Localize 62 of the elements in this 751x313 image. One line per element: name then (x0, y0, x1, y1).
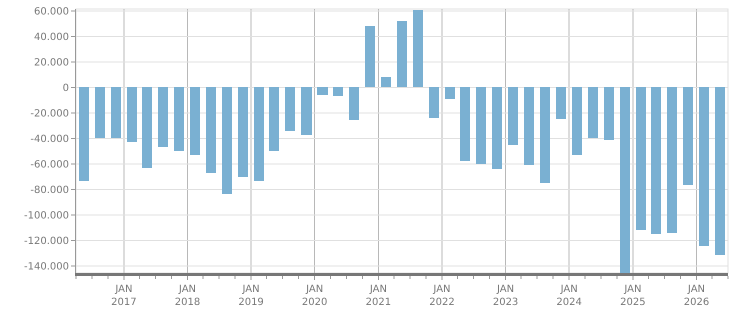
bar (365, 26, 375, 87)
x-tick-label: JAN 2017 (111, 284, 137, 308)
bar (111, 87, 121, 138)
bar (429, 87, 439, 118)
bar (492, 87, 502, 169)
bar (476, 87, 486, 164)
y-tick-label: -140.000 (24, 261, 69, 272)
bar (604, 87, 614, 140)
bar (445, 87, 455, 99)
bar (413, 10, 423, 87)
x-tick-label: JAN 2018 (174, 284, 200, 308)
bar (285, 87, 295, 131)
bar (683, 87, 693, 185)
bar (190, 87, 200, 155)
bar (222, 87, 232, 194)
y-tick-label: -120.000 (24, 236, 69, 247)
y-tick-label: -20.000 (30, 108, 69, 120)
bar (715, 87, 725, 255)
x-tick-label: JAN 2025 (620, 284, 646, 308)
bar (333, 87, 343, 96)
x-tick-label: JAN 2026 (684, 284, 710, 308)
x-tick-label: JAN 2024 (556, 284, 582, 308)
bar (95, 87, 105, 138)
bar (651, 87, 661, 234)
y-tick-label: -60.000 (30, 159, 69, 170)
bar (349, 87, 359, 120)
y-tick-label: -40.000 (30, 134, 69, 145)
y-tick-label: -80.000 (30, 184, 69, 196)
bar (381, 77, 391, 87)
y-tick-label: 60.000 (34, 6, 69, 18)
x-tick-label: JAN 2021 (366, 284, 392, 308)
bar (254, 87, 264, 181)
bar (158, 87, 168, 147)
bar (524, 87, 534, 165)
bar (572, 87, 582, 155)
bar (620, 87, 630, 273)
bar (79, 87, 89, 181)
y-tick-label: 0 (62, 82, 69, 94)
x-tick-label: JAN 2020 (302, 284, 328, 308)
bar (301, 87, 312, 135)
bar (174, 87, 184, 151)
bar (127, 87, 137, 142)
bar (460, 87, 470, 161)
x-tick-label: JAN 2019 (238, 284, 264, 308)
y-tick-label: -100.000 (24, 210, 69, 222)
bar (269, 87, 279, 151)
bar (508, 87, 518, 145)
x-tick-label: JAN 2022 (429, 284, 455, 308)
y-tick-label: 40.000 (34, 32, 69, 43)
bar (588, 87, 598, 138)
bar (699, 87, 709, 246)
bar (238, 87, 248, 177)
bar (556, 87, 566, 119)
x-tick-label: JAN 2023 (492, 284, 518, 308)
bar (317, 87, 328, 95)
bar (206, 87, 216, 173)
bar (667, 87, 677, 233)
y-tick-label: 20.000 (34, 57, 69, 68)
bar (540, 87, 550, 183)
bar (142, 87, 152, 168)
bar (397, 21, 407, 87)
bar (636, 87, 646, 230)
